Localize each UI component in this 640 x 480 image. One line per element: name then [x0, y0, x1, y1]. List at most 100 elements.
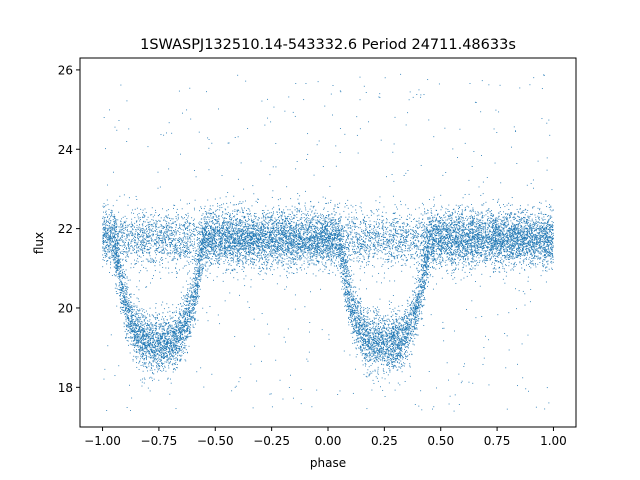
data-point [344, 299, 346, 300]
data-point [120, 292, 122, 294]
data-point [184, 251, 186, 253]
data-point [398, 245, 400, 247]
data-point [390, 332, 392, 334]
data-point [382, 339, 384, 341]
data-point [145, 354, 147, 356]
data-point [415, 208, 417, 210]
data-point [180, 324, 182, 326]
data-point [126, 261, 128, 262]
data-point [457, 251, 459, 252]
data-point [203, 219, 205, 221]
data-point [310, 237, 311, 239]
data-point [205, 232, 206, 234]
data-point [156, 334, 158, 336]
data-point [144, 221, 146, 223]
data-point [389, 353, 390, 355]
data-point [393, 349, 395, 351]
data-point [284, 258, 286, 260]
data-point [296, 253, 298, 255]
data-point [511, 213, 512, 215]
data-point [339, 272, 341, 274]
data-point [182, 246, 183, 248]
data-point [174, 333, 176, 334]
data-point [320, 226, 322, 228]
data-point [274, 238, 276, 240]
data-point [434, 224, 436, 226]
data-point [269, 253, 271, 255]
data-point [111, 275, 113, 276]
data-point [405, 226, 407, 227]
data-point [204, 241, 206, 243]
data-point [453, 238, 455, 240]
data-point [126, 230, 128, 232]
data-point [444, 247, 446, 249]
data-point [344, 265, 346, 266]
data-point [350, 204, 352, 206]
data-point [403, 226, 404, 228]
data-point [421, 233, 423, 235]
data-point [513, 257, 515, 259]
data-point [426, 269, 428, 271]
data-point [519, 239, 520, 241]
data-point [128, 300, 130, 301]
data-point [130, 310, 132, 312]
data-point [313, 247, 315, 249]
data-point [416, 281, 418, 283]
data-point [551, 267, 553, 269]
data-point [539, 209, 540, 211]
data-point [331, 261, 333, 263]
data-point [350, 233, 352, 235]
data-point [230, 246, 232, 248]
data-point [365, 375, 367, 377]
data-point [366, 253, 368, 255]
data-point [550, 253, 552, 254]
data-point [393, 222, 395, 223]
data-point [235, 218, 237, 220]
data-point [517, 248, 519, 250]
data-point [261, 227, 263, 229]
data-point [369, 253, 371, 255]
data-point [487, 247, 489, 249]
data-point [127, 287, 129, 288]
data-point [377, 333, 379, 334]
data-point [441, 218, 443, 220]
data-point [314, 245, 316, 247]
data-point [274, 231, 276, 233]
data-point [179, 233, 181, 235]
data-point [428, 250, 430, 252]
data-point [230, 272, 231, 274]
data-point [324, 221, 326, 223]
data-point [166, 355, 168, 356]
data-point [465, 240, 466, 242]
data-point [175, 335, 177, 336]
data-point [410, 307, 412, 309]
data-point [174, 363, 176, 364]
data-point [110, 244, 112, 246]
data-point [421, 290, 422, 292]
data-point [386, 359, 388, 361]
data-point [391, 316, 393, 318]
data-point [458, 246, 460, 248]
data-point [310, 248, 312, 250]
data-point [370, 235, 372, 237]
data-point [541, 226, 543, 228]
data-point [276, 249, 278, 251]
data-point [195, 269, 197, 271]
data-point [369, 244, 371, 246]
data-point [275, 250, 277, 252]
data-point [332, 249, 334, 251]
data-point [157, 248, 159, 250]
data-point [381, 228, 383, 229]
data-point [443, 241, 445, 243]
data-point [388, 255, 390, 257]
data-point [437, 231, 439, 233]
data-point [211, 262, 213, 264]
data-point [403, 223, 405, 225]
data-point [380, 336, 382, 338]
data-point [279, 228, 281, 230]
data-point [504, 248, 506, 250]
data-point [209, 260, 210, 262]
data-point [506, 240, 508, 242]
data-point [308, 228, 310, 230]
data-point [429, 229, 431, 231]
